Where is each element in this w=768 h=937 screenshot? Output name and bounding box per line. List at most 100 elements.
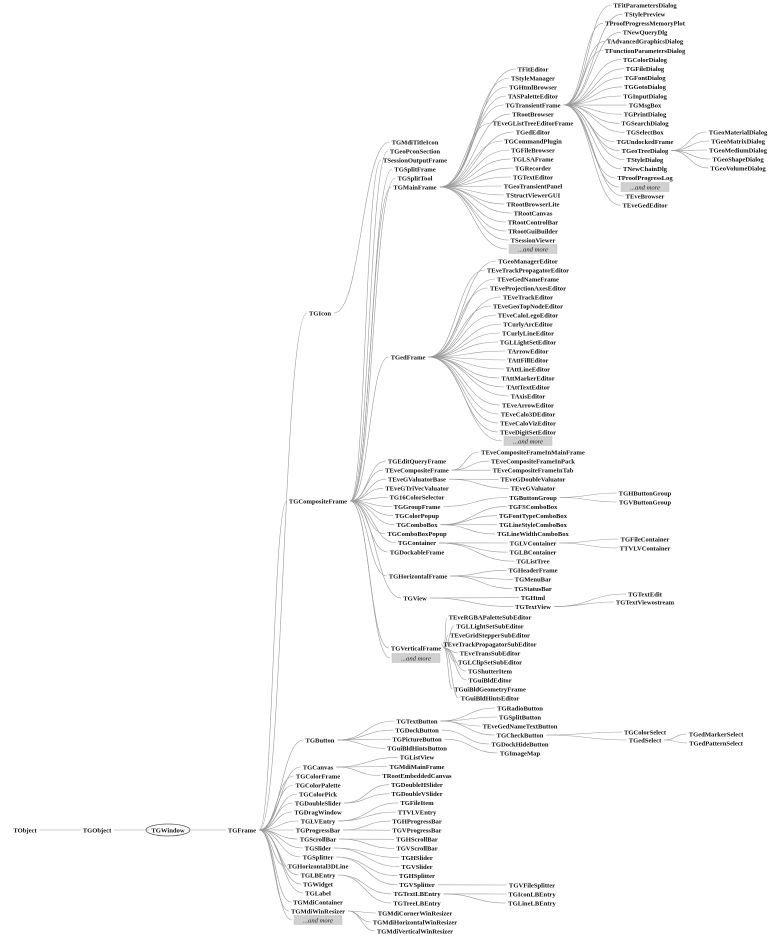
class-node[interactable]: TEveGedNameTextButton [483,723,558,730]
class-node[interactable]: TEveGedNameFrame [497,276,559,283]
class-node[interactable]: TGSlider [305,845,331,852]
class-node[interactable]: TEveGDoubleValuator [501,477,566,484]
class-node[interactable]: TGColorSelect [624,729,667,736]
class-node[interactable]: TGDockableFrame [390,549,445,556]
class-node[interactable]: TGTextLBEntry [393,891,441,898]
class-node[interactable]: TGTransientFrame [505,102,560,109]
class-node[interactable]: TNewQueryDlg [623,30,668,37]
class-node[interactable]: TGIcon [309,310,331,317]
class-node[interactable]: TGMdiCornerWinResizer [378,910,453,917]
class-node[interactable]: TGLineStyleComboBox [499,522,567,529]
class-node[interactable]: TGeoMaterialDialog [709,129,768,136]
class-node[interactable]: TGLSAFrame [512,156,553,163]
class-node[interactable]: TFitParametersDialog [613,2,677,9]
class-node[interactable]: TRootGuiBuilder [508,228,558,235]
class-node[interactable]: TEveArrowEditor [502,402,554,409]
class-node[interactable]: TGMdiTitleIcon [392,139,439,146]
class-node[interactable]: TEveGedEditor [622,203,667,210]
class-node[interactable]: TRootControlBar [508,219,559,226]
class-node[interactable]: TGImageMap [500,750,541,757]
class-node[interactable]: TAttFillEditor [508,357,549,364]
class-node[interactable]: TGTextView [515,604,551,611]
class-node[interactable]: TGMsgBox [629,102,662,109]
class-node[interactable]: TGStatusBar [514,586,552,593]
class-node[interactable]: TGLLightSetEditor [500,339,556,346]
class-node[interactable]: TGDoubleSlider [295,800,342,807]
class-node[interactable]: TSessionOutputFrame [383,157,447,164]
class-node[interactable]: TGColorPalette [295,782,340,789]
class-node[interactable]: TGComboBoxPopup [387,531,447,538]
more-classes-box[interactable]: ...and more [508,244,558,254]
class-node[interactable]: TAttTextEditor [506,384,550,391]
class-node[interactable]: TGColorFrame [296,773,340,780]
class-node[interactable]: TEveCompositeFrameInTab [493,468,574,475]
class-node[interactable]: TEveGValuatorBase [388,477,446,484]
class-node[interactable]: TGRecorder [515,165,551,172]
class-node[interactable]: TGuiBldHintsButton [387,746,447,753]
class-node[interactable]: TStructViewerGUI [506,192,561,199]
class-node[interactable]: TGInputDialog [623,93,667,100]
class-node[interactable]: TRootEmbeddedCanvas [382,773,452,780]
class-node[interactable]: TEveCompositeFrameInPack [491,458,575,465]
class-node[interactable]: TGDragWindow [294,809,342,816]
class-node[interactable]: TGButtonGroup [509,495,557,502]
class-node[interactable]: TGVSplitter [399,882,435,889]
class-node[interactable]: TNewChainDlg [623,166,668,173]
class-node[interactable]: TGLVEntry [301,818,336,825]
class-node[interactable]: TRootBrowserLite [507,201,560,208]
class-node[interactable]: TGFontDialog [624,75,666,82]
class-node[interactable]: TGHProgressBar [392,818,442,825]
class-node[interactable]: TGDoubleVSlider [391,791,442,798]
class-node[interactable]: TEveGListTreeEditorFrame [493,120,574,127]
class-node[interactable]: TGedEditor [516,129,551,136]
class-node[interactable]: TStyleDialog [627,157,664,164]
class-node[interactable]: TGMdiWinResizer [291,908,345,915]
class-node[interactable]: TGMdiHorizontalWinResizer [373,919,458,926]
class-node[interactable]: TGDoubleHSlider [391,782,443,789]
class-node[interactable]: TEveGridStepperSubEditor [450,632,530,639]
class-node[interactable]: TGFileBrowser [511,147,555,154]
class-node[interactable]: TGSearchDialog [621,121,669,128]
class-node[interactable]: TEveCompositeFrameInMainFrame [481,449,585,456]
class-node[interactable]: TGRadioButton [497,705,543,712]
class-node[interactable]: TGedFrame [391,354,426,361]
class-node[interactable]: TGMainFrame [393,184,436,191]
class-node[interactable]: TGSplitButton [499,714,541,721]
class-node[interactable]: TGuiBldEditor [468,677,511,684]
class-node[interactable]: TGTextButton [396,718,437,725]
class-node[interactable]: TGeoMediumDialog [709,147,768,154]
class-node[interactable]: TGeoVolumeDialog [710,165,766,172]
class-node[interactable]: TGPrintDialog [624,112,667,119]
class-node[interactable]: TGHorizontal3DLine [288,863,349,870]
class-node[interactable]: TEveGValuator [511,486,556,493]
class-node[interactable]: TGFSComboBox [509,504,558,511]
class-node[interactable]: TGSplitTool [398,175,433,182]
more-classes-box[interactable]: ...and more [620,182,670,192]
class-node[interactable]: TGLBContainer [510,549,557,556]
class-node[interactable]: TGListView [400,755,435,762]
class-node[interactable]: TGGotoDialog [624,84,666,91]
class-node[interactable]: TGTreeLBEntry [393,900,441,907]
class-node[interactable]: TGMdiVerticalWinResizer [377,928,453,935]
class-node[interactable]: TObject [13,827,37,834]
class-node[interactable]: TGLineLBEntry [508,900,556,907]
class-node[interactable]: TGeoShapeDialog [712,156,764,163]
class-node[interactable]: TEveTrackEditor [503,294,553,301]
class-node[interactable]: TGColorPick [299,791,337,798]
class-node[interactable]: TEveGTriVecValuator [385,486,449,493]
class-node[interactable]: TGLLightSetSubEditor [456,623,523,630]
class-node[interactable]: TEveTrackPropagatorEditor [487,267,569,274]
class-node[interactable]: TGColorPopup [395,513,439,520]
class-node[interactable]: TAttLineEditor [506,366,550,373]
class-node[interactable]: TGLabel [305,890,331,897]
class-node[interactable]: TGListTree [516,559,549,566]
class-node[interactable]: TGuiBldGeometryFrame [454,686,526,693]
class-node[interactable]: TGColorDialog [623,57,668,64]
class-node[interactable]: TGCompositeFrame [289,498,347,505]
class-node[interactable]: TGTextViewostream [616,599,675,606]
class-node[interactable]: TGShutterItem [468,668,512,675]
class-node[interactable]: TEveDigitSetEditor [500,429,556,436]
class-node[interactable]: TTVLVEntry [398,809,437,816]
class-node[interactable]: TG16ColorSelector [390,495,445,502]
class-node[interactable]: TGDockHideButton [491,741,548,748]
